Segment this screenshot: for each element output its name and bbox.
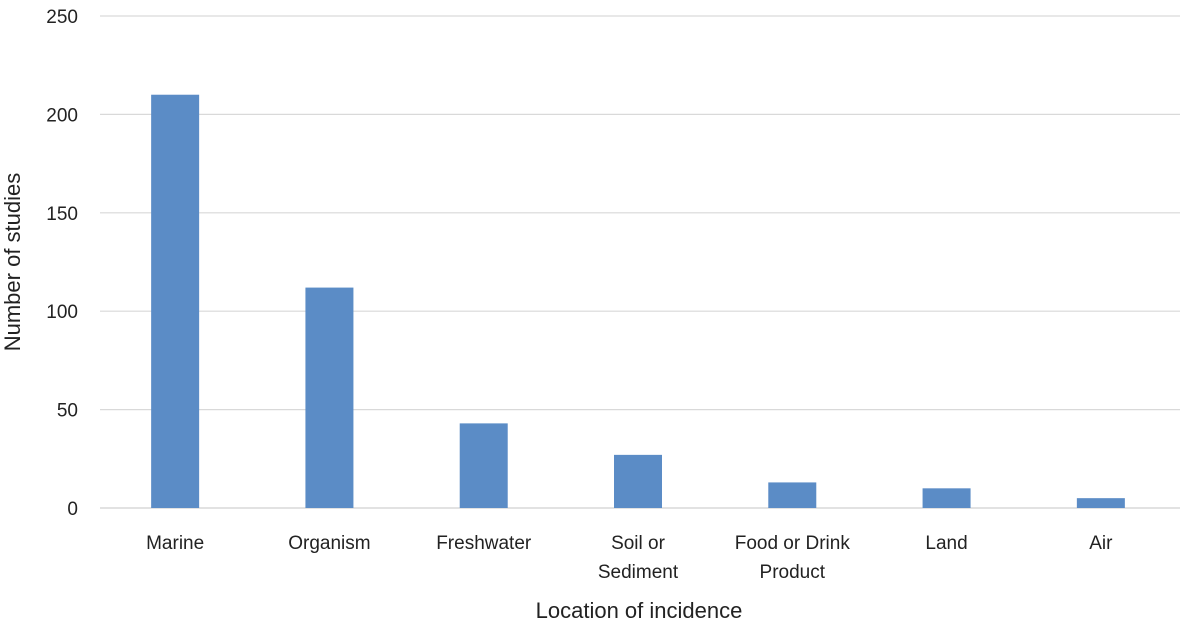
bar — [1076, 498, 1125, 508]
x-tick-label: Air — [1089, 533, 1113, 554]
x-tick-label-line: Air — [1089, 533, 1113, 554]
x-tick-label: Organism — [288, 533, 370, 554]
x-tick-label: Food or Drink Product — [735, 533, 851, 583]
y-tick-label: 50 — [57, 401, 78, 422]
x-axis-title: Location of incidence — [536, 598, 743, 623]
y-axis-title: Number of studies — [0, 173, 25, 352]
bar — [305, 287, 354, 508]
x-tick-label-line: Soil or — [611, 533, 666, 554]
y-axis-ticks: 0 50 100 150 200 250 — [46, 7, 78, 520]
gridlines — [100, 15, 1180, 509]
y-tick-label: 250 — [46, 7, 78, 28]
x-tick-label-line: Freshwater — [436, 533, 532, 554]
bar — [459, 423, 508, 508]
bar — [614, 454, 662, 508]
x-tick-label-line: Product — [760, 562, 826, 583]
y-tick-label: 100 — [46, 302, 78, 323]
y-tick-label: 200 — [46, 105, 78, 126]
x-tick-label-line: Marine — [146, 533, 204, 554]
x-axis-ticks: Marine Organism Freshwater Soil or Sediment F… — [146, 533, 1113, 583]
bars — [151, 94, 1125, 508]
x-tick-label-line: Land — [925, 533, 967, 554]
x-tick-label: Freshwater — [436, 533, 532, 554]
x-tick-label: Land — [925, 533, 967, 554]
y-tick-label: 0 — [67, 499, 78, 520]
bar — [151, 94, 200, 508]
bar — [768, 482, 817, 508]
x-tick-label-line: Sediment — [598, 562, 679, 583]
y-tick-label: 150 — [46, 204, 78, 225]
bar — [922, 488, 971, 508]
x-tick-label-line: Food or Drink — [735, 533, 851, 554]
x-tick-label: Soil or Sediment — [598, 533, 679, 583]
x-tick-label-line: Organism — [288, 533, 370, 554]
x-tick-label: Marine — [146, 533, 204, 554]
